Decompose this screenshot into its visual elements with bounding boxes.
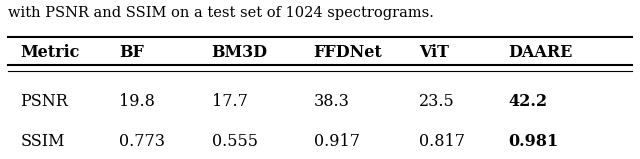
Text: 19.8: 19.8 [119,93,155,110]
Text: 0.981: 0.981 [508,134,558,150]
Text: 42.2: 42.2 [508,93,547,110]
Text: 0.555: 0.555 [212,134,258,150]
Text: 0.917: 0.917 [314,134,360,150]
Text: FFDNet: FFDNet [314,44,382,61]
Text: 0.773: 0.773 [119,134,165,150]
Text: 23.5: 23.5 [419,93,454,110]
Text: with PSNR and SSIM on a test set of 1024 spectrograms.: with PSNR and SSIM on a test set of 1024… [8,6,434,20]
Text: BM3D: BM3D [212,44,268,61]
Text: SSIM: SSIM [20,134,65,150]
Text: DAARE: DAARE [508,44,572,61]
Text: PSNR: PSNR [20,93,68,110]
Text: BF: BF [119,44,144,61]
Text: 38.3: 38.3 [314,93,349,110]
Text: Metric: Metric [20,44,80,61]
Text: ViT: ViT [419,44,449,61]
Text: 0.817: 0.817 [419,134,465,150]
Text: 17.7: 17.7 [212,93,248,110]
